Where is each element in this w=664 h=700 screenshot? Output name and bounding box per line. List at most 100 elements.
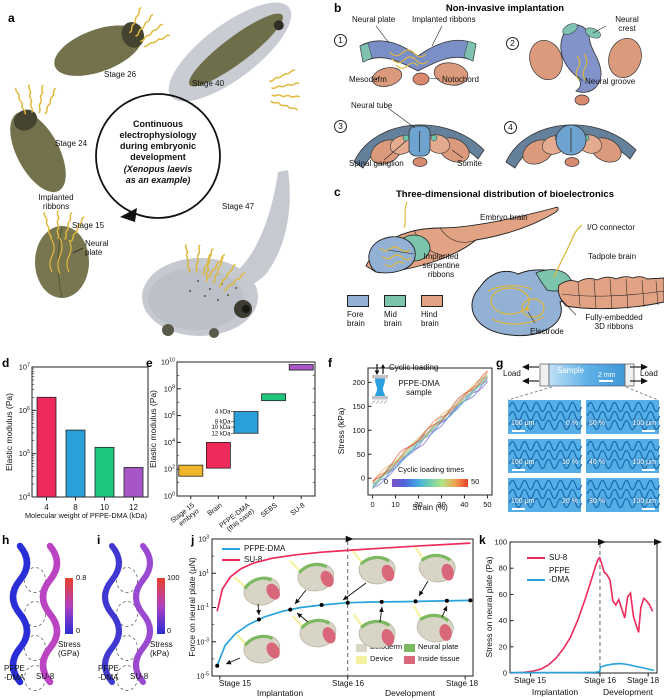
stress-colorbar-gpa — [65, 578, 73, 634]
cycle-circle-icon — [95, 93, 221, 222]
bioelectronics-distribution-art — [365, 201, 664, 336]
step4-number: 4 — [504, 121, 517, 134]
k-pfpe-legend-label: PFPE -DMA — [549, 566, 570, 585]
tile-scalebar — [512, 507, 525, 510]
k-development-label: Development — [602, 687, 654, 697]
device-swatch — [356, 656, 367, 664]
panel-i-label: i — [97, 533, 101, 547]
ectoderm-swatch — [356, 644, 367, 652]
j-stage16-tick: Stage 16 — [331, 679, 365, 688]
cyclic-loading-colorbar — [392, 479, 468, 487]
tile-right-text: 100 μm — [632, 420, 657, 427]
j-su8-line-swatch — [222, 559, 240, 562]
d-ylabel: Elastic modulus (Pa) — [4, 393, 14, 471]
stage24-label: Stage 24 — [55, 139, 88, 148]
svg-text:200: 200 — [352, 378, 365, 387]
tile-scalebar — [642, 468, 655, 471]
stage24-embryo-icon — [10, 81, 66, 193]
sample-scale-label: 2 mm — [598, 372, 616, 379]
step3-number: 3 — [334, 120, 347, 133]
j-implantation-label: Implantation — [256, 688, 304, 698]
panel-j-label: j — [191, 533, 195, 547]
j-ylabel: Force on neural plate (μN) — [187, 557, 197, 657]
fore-brain-label: Fore brain — [347, 310, 365, 329]
tile-right-text: 20 % — [562, 498, 578, 505]
hind-brain-swatch — [421, 295, 443, 307]
svg-text:102: 102 — [164, 465, 175, 474]
su8-serpentine-gpa — [39, 542, 61, 686]
strain-tiles: 100 μm 0 % 50 % 100 μm 100 μm 10 % 40 % 100 μm 1… — [508, 400, 661, 512]
cycle-caption-bold: Continuous electrophysiology during embr… — [119, 119, 197, 162]
fore-brain-swatch — [347, 295, 369, 307]
su8-label-i: SU-8 — [130, 672, 149, 681]
kpa-scale-label: Stress (kPa) — [150, 640, 173, 659]
neural-plate-legend-label: Neural plate — [418, 642, 459, 651]
serpentine-fem-art — [9, 542, 153, 691]
step1-neural-plate-art — [359, 25, 477, 87]
svg-text:SU-8: SU-8 — [290, 502, 307, 517]
neural-crest-label: Neural crest — [615, 15, 639, 34]
notochord-label: Notochord — [442, 75, 479, 84]
k-ylabel: Stress on neural plate (Pa) — [484, 556, 494, 658]
strain-tile: 30 % 100 μm — [586, 478, 661, 512]
su8-label-h: SU-8 — [36, 672, 55, 681]
pfpe-label-i: PFPE -DMA — [98, 664, 119, 683]
gpa-max-label: 0.8 — [76, 573, 87, 582]
colorbar-max: 50 — [471, 477, 480, 486]
panel-c-label: c — [334, 185, 341, 199]
svg-text:0: 0 — [371, 500, 375, 509]
stage26-label: Stage 26 — [104, 70, 137, 79]
tadpole-brain-label: Tadpole brain — [588, 252, 637, 261]
pfpe-serpentine-gpa — [9, 542, 31, 686]
inside-tissue-label: Inside tissue — [418, 654, 460, 663]
loading-arrows-icon — [374, 364, 386, 375]
stress-colorbar-kpa — [157, 578, 165, 634]
panel-k-label: k — [479, 533, 486, 547]
sample-scalebar — [599, 380, 613, 382]
stage40-tadpole-icon — [168, 2, 304, 116]
colorbar-min: 0 — [383, 477, 388, 486]
svg-text:107: 107 — [19, 363, 30, 372]
io-connector-label: I/O connector — [587, 223, 636, 232]
implantation-stages-art — [353, 23, 642, 170]
tile-right-text: 100 μm — [632, 459, 657, 466]
e-ylabel: Elastic modulus (Pa) — [148, 390, 158, 468]
k-stage15-tick: Stage 15 — [513, 676, 547, 685]
embryo-brain-label: Embryo brain — [480, 213, 528, 222]
svg-text:10-1: 10-1 — [197, 603, 210, 612]
svg-text:50: 50 — [357, 450, 365, 459]
step1-number: 1 — [334, 34, 347, 47]
hind-brain-label: Hind brain — [421, 310, 439, 329]
svg-text:100: 100 — [494, 538, 507, 547]
panel-e-label: e — [146, 356, 153, 370]
tile-left-text: 100 μm — [511, 420, 535, 427]
neural-tube-label: Neural tube — [351, 101, 393, 110]
stage47-label: Stage 47 — [222, 202, 255, 211]
step4-closed-tube-art — [505, 124, 637, 170]
gpa-scale-label: Stress (GPa) — [58, 640, 81, 659]
panel-g-label: g — [496, 356, 504, 370]
tile-left-text: 50 % — [589, 420, 605, 427]
k-stage18-tick: Stage 18 — [626, 676, 660, 685]
pfpe-label-h: PFPE -DMA — [4, 664, 25, 683]
strain-tile: 40 % 100 μm — [586, 439, 661, 473]
svg-text:100: 100 — [164, 492, 175, 501]
step3-neural-tube-art — [353, 107, 485, 170]
svg-text:12 kDa: 12 kDa — [211, 431, 231, 437]
j-pfpe-legend-label: PFPE-DMA — [244, 544, 286, 553]
svg-text:106: 106 — [19, 406, 30, 415]
j-stage15-tick: Stage 15 — [218, 679, 252, 688]
svg-text:Brain: Brain — [206, 502, 223, 518]
svg-text:20: 20 — [499, 642, 507, 651]
tile-scalebar — [512, 468, 525, 471]
spinal-ganglion-label: Spinal ganglion — [349, 159, 404, 168]
kpa-max-label: 100 — [167, 573, 180, 582]
svg-text:10 kDa: 10 kDa — [211, 425, 231, 431]
neural-plate-swatch — [404, 644, 415, 652]
panel-b-label: b — [334, 1, 342, 15]
strain-tile: 100 μm 0 % — [508, 400, 583, 434]
serpentine-ribbons-label: Implanted serpentine ribbons — [422, 252, 460, 280]
tile-left-text: 100 μm — [511, 498, 535, 505]
svg-text:50: 50 — [483, 500, 491, 509]
